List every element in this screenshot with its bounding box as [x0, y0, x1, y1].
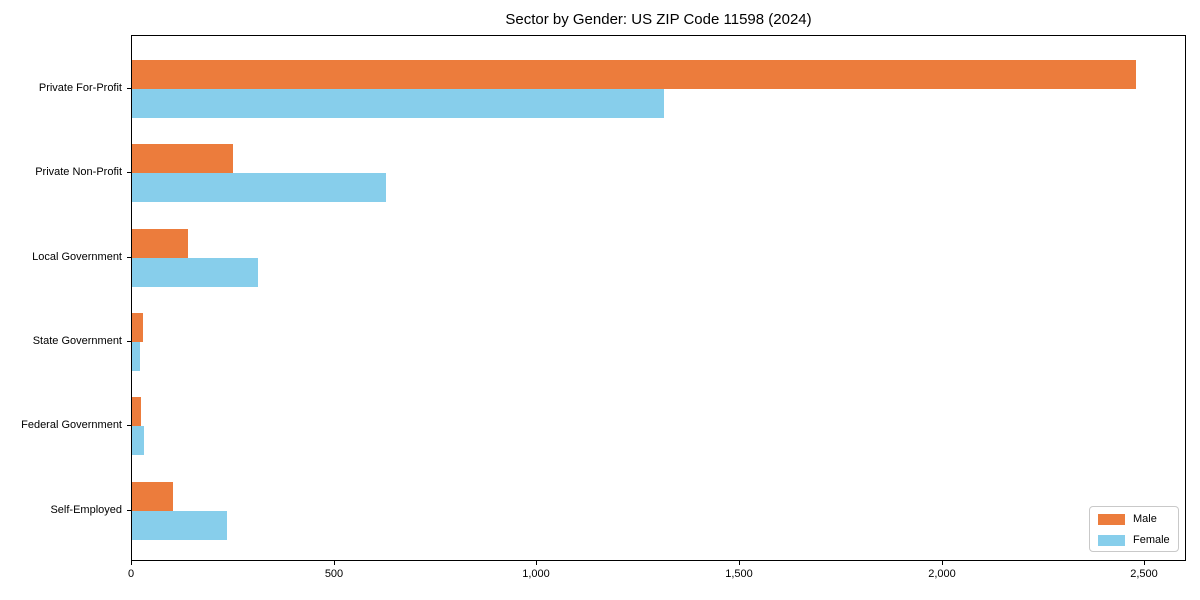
- x-tick-label-1-000: 1,000: [522, 568, 550, 580]
- y-tick-mark: [127, 509, 131, 511]
- y-tick-mark: [127, 88, 131, 89]
- bar-male-private-non-profit: [132, 144, 233, 174]
- bar-male-state-government: [132, 312, 143, 342]
- bar-female-local-government: [132, 257, 258, 287]
- legend-label-female: Female: [1133, 534, 1170, 546]
- bar-male-federal-government: [132, 397, 141, 427]
- legend-label-male: Male: [1133, 513, 1157, 525]
- y-tick-label-private-for-profit: Private For-Profit: [38, 82, 122, 94]
- x-tick-label-0: 0: [127, 568, 135, 580]
- x-tick-label-500: 500: [324, 568, 344, 580]
- bar-male-local-government: [132, 228, 188, 258]
- legend: Male Female: [1089, 506, 1179, 552]
- bar-female-private-non-profit: [132, 173, 386, 203]
- y-tick-label-self-employed: Self-Employed: [50, 503, 122, 516]
- legend-item-female: Female: [1098, 534, 1170, 546]
- bar-male-self-employed: [132, 481, 173, 511]
- y-tick-label-private-non-profit: Private Non-Profit: [35, 166, 122, 179]
- bar-male-private-for-profit: [132, 60, 1136, 89]
- bar-female-state-government: [132, 341, 140, 371]
- legend-item-male: Male: [1098, 513, 1170, 525]
- chart-title: Sector by Gender: US ZIP Code 11598 (202…: [505, 11, 812, 28]
- x-tick-label-2-500: 2,500: [1130, 568, 1158, 580]
- y-tick-mark: [127, 172, 131, 174]
- y-tick-label-federal-government: Federal Government: [21, 419, 122, 432]
- bar-female-private-for-profit: [132, 89, 664, 118]
- legend-swatch-male: [1098, 513, 1125, 525]
- bar-female-federal-government: [132, 426, 144, 456]
- bar-female-self-employed: [132, 510, 227, 540]
- y-tick-label-state-government: State Government: [32, 334, 122, 347]
- y-tick-mark: [127, 425, 131, 427]
- x-tick-mark: [739, 561, 740, 565]
- x-tick-mark: [131, 561, 132, 565]
- legend-swatch-female: [1098, 534, 1125, 546]
- y-tick-mark: [127, 256, 131, 258]
- plot-area: Male Female: [131, 35, 1186, 561]
- x-tick-label-1-500: 1,500: [725, 568, 753, 580]
- y-tick-label-local-government: Local Government: [32, 250, 122, 263]
- x-tick-label-2-000: 2,000: [928, 568, 956, 580]
- y-tick-mark: [127, 340, 131, 342]
- x-tick-mark: [334, 561, 335, 565]
- x-tick-mark: [536, 561, 537, 565]
- x-tick-mark: [1144, 561, 1145, 565]
- x-tick-mark: [942, 561, 943, 565]
